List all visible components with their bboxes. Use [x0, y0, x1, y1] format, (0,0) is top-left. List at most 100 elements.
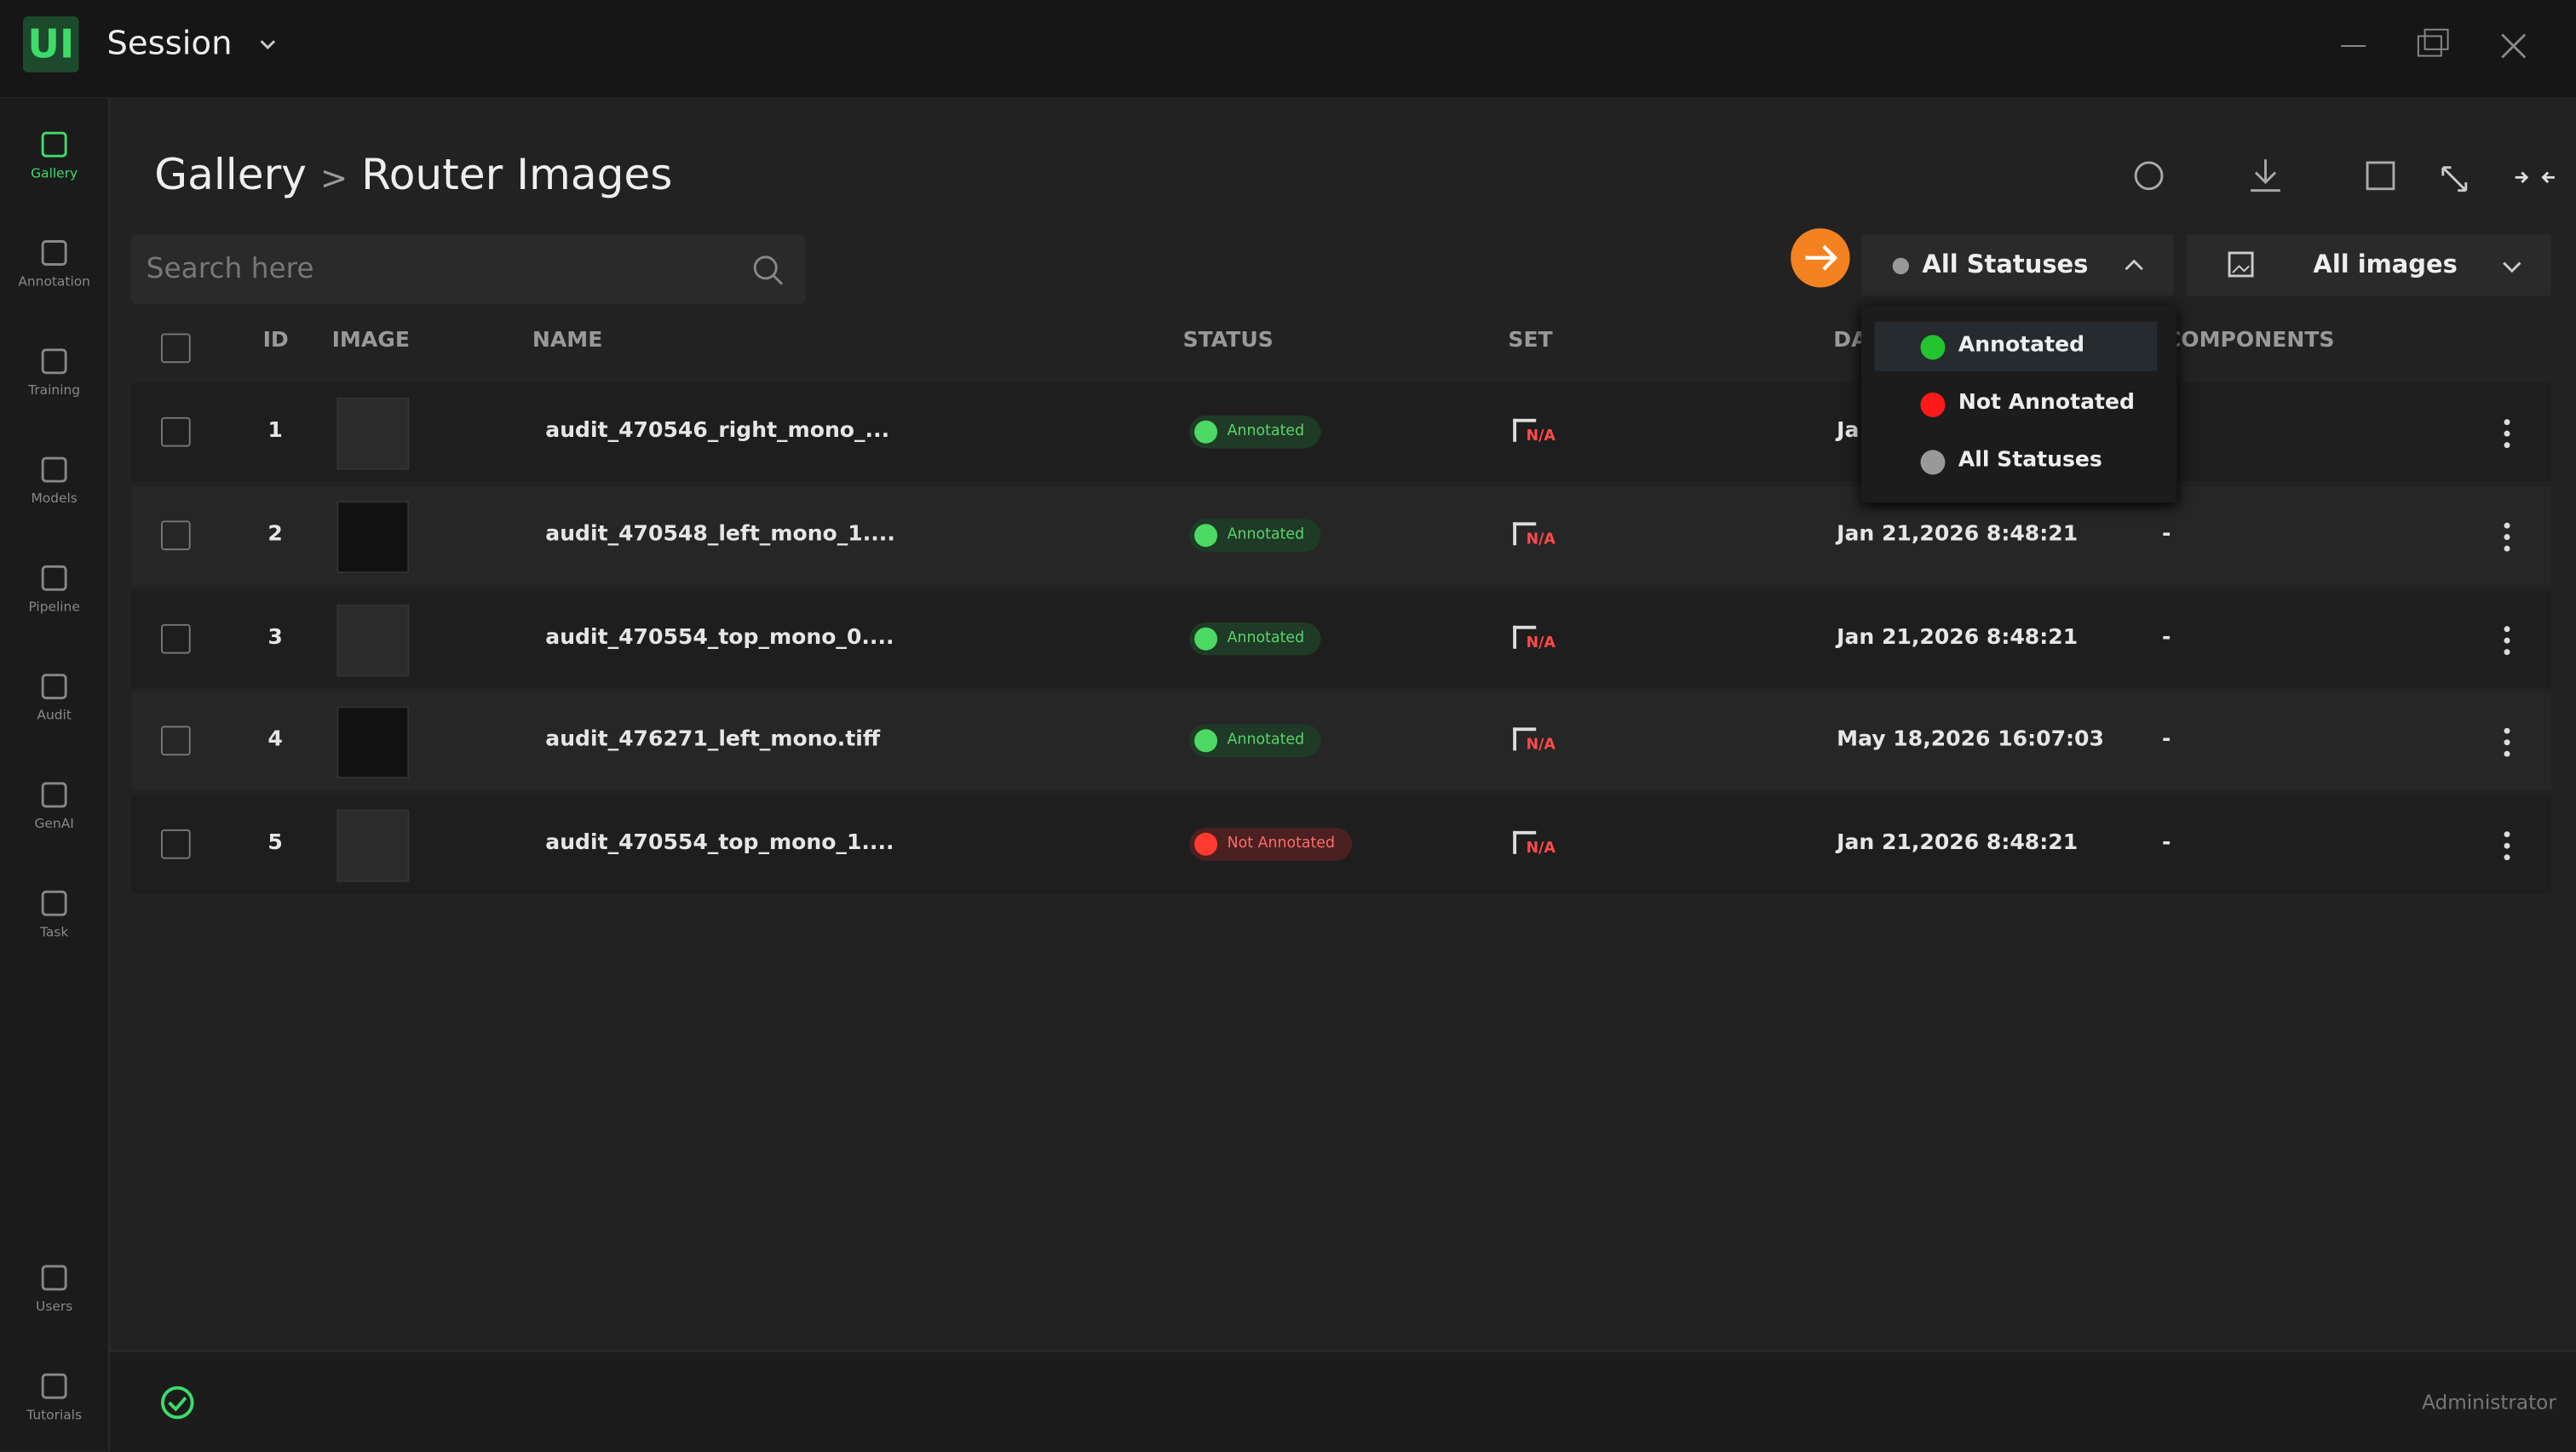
row-name: audit_470546_right_mono_...: [545, 418, 890, 444]
window-controls[interactable]: [2333, 23, 2547, 69]
option-label: All Statuses: [1958, 448, 2102, 473]
dropdown-option[interactable]: Not Annotated: [1874, 379, 2157, 428]
chevron-up: [2125, 259, 2143, 271]
thumbnail: [336, 397, 410, 470]
table-row[interactable]: [131, 382, 2552, 482]
status-text: Annotated: [1227, 629, 1305, 646]
row-components: -: [2161, 521, 2171, 547]
status-pill: Annotated: [1189, 621, 1321, 655]
nav-item[interactable]: Annotation: [0, 237, 108, 290]
row-menu[interactable]: [2504, 522, 2510, 558]
dropdown-option[interactable]: All Statuses: [1874, 437, 2157, 486]
nav-label: GenAI: [34, 816, 74, 831]
nav-label: Training: [28, 382, 81, 398]
image-filter-label: All images: [2313, 250, 2458, 279]
status-filter-label: All Statuses: [1922, 250, 2089, 279]
nav-label: Users: [36, 1299, 73, 1314]
search-icon: [753, 255, 784, 285]
user-name: Administrator: [2422, 1391, 2556, 1415]
row-name: audit_470548_left_mono_1....: [545, 521, 895, 547]
kebab: [2504, 625, 2510, 655]
nav-icon: [41, 565, 67, 591]
nav-item[interactable]: GenAI: [0, 778, 108, 831]
nav-icon: [41, 674, 67, 700]
status-text: Not Annotated: [1227, 835, 1336, 852]
row-menu[interactable]: [2504, 728, 2510, 764]
dropdown-option[interactable]: Annotated: [1874, 321, 2158, 371]
nav-item[interactable]: Models: [0, 453, 108, 506]
nav-item[interactable]: Tutorials: [0, 1369, 108, 1422]
nav-item[interactable]: Task: [0, 887, 108, 939]
column-header: COMPONENTS: [2165, 328, 2335, 353]
row-name: audit_470554_top_mono_0....: [545, 624, 894, 650]
session[interactable]: Session: [106, 22, 233, 63]
checkbox[interactable]: [160, 726, 191, 756]
status-dot: [1194, 832, 1218, 856]
set-icon: [1513, 830, 1537, 854]
set-label: N/A: [1526, 634, 1555, 651]
thumbnail: [336, 809, 410, 882]
thumbnail: [336, 500, 410, 573]
toolbar-icons[interactable]: [2127, 154, 2555, 204]
nav-icon: [41, 456, 67, 483]
kebab: [2504, 419, 2510, 449]
sidebar: [0, 98, 111, 1450]
status-pill: Annotated: [1189, 415, 1321, 449]
nav-item[interactable]: Audit: [0, 670, 108, 723]
status-dot: [1194, 729, 1218, 753]
status-pill: Annotated: [1189, 518, 1321, 552]
row-date: May 18,2026 16:07:03: [1837, 727, 2104, 753]
column-header: SET: [1508, 328, 1553, 353]
status-dot: [1194, 626, 1218, 650]
image-filter[interactable]: All images: [2186, 234, 2552, 296]
row-components: -: [2161, 624, 2171, 650]
nav-icon: [41, 131, 67, 158]
column-header: NAME: [532, 328, 603, 353]
status-text: Annotated: [1227, 423, 1305, 440]
checkbox[interactable]: [160, 519, 191, 550]
search-placeholder: Search here: [146, 252, 314, 286]
nav-item[interactable]: Gallery: [0, 128, 108, 181]
status-dot: [1194, 523, 1218, 547]
column-header: STATUS: [1182, 328, 1274, 353]
search-box[interactable]: Search here: [131, 234, 805, 304]
nav-item[interactable]: Training: [0, 345, 108, 398]
table-row[interactable]: [131, 692, 2552, 791]
crumb-root[interactable]: Gallery: [154, 151, 307, 201]
option-label: Annotated: [1958, 333, 2085, 359]
thumbnail: [336, 706, 410, 779]
nav-icon: [41, 240, 67, 266]
nav-item[interactable]: Pipeline: [0, 562, 108, 615]
crumb-current: Router Images: [361, 151, 673, 201]
row-name: audit_476271_left_mono.tiff: [545, 727, 881, 753]
nav-item[interactable]: Users: [0, 1261, 108, 1314]
kebab: [2504, 522, 2510, 552]
row-components: -: [2161, 727, 2171, 753]
table-row[interactable]: [131, 485, 2552, 585]
row-id: 4: [267, 727, 283, 753]
chevron[interactable]: [256, 33, 279, 56]
row-menu[interactable]: [2504, 419, 2510, 455]
status-filter[interactable]: All Statuses: [1861, 234, 2174, 296]
checkbox[interactable]: [160, 416, 191, 447]
status-dot: [1194, 420, 1218, 444]
status-dropdown: Annotated Not Annotated All Statuses: [1861, 305, 2177, 503]
nav-label: Pipeline: [28, 599, 80, 615]
checkbox[interactable]: [160, 829, 191, 859]
row-menu[interactable]: [2504, 625, 2510, 661]
row-id: 2: [267, 521, 283, 547]
status-pill: Not Annotated: [1189, 827, 1352, 861]
nav-label: Models: [31, 491, 78, 506]
checkbox[interactable]: [160, 623, 191, 653]
nav-label: Annotation: [18, 274, 90, 290]
row-id: 1: [267, 418, 283, 444]
option-dot: [1920, 392, 1946, 417]
option-label: Not Annotated: [1958, 390, 2135, 416]
nav-icon: [41, 890, 67, 916]
set-icon: [1513, 624, 1537, 648]
row-menu[interactable]: [2504, 831, 2510, 867]
checkbox[interactable]: [160, 333, 191, 364]
table-row[interactable]: [131, 588, 2552, 688]
option-dot: [1920, 335, 1946, 360]
